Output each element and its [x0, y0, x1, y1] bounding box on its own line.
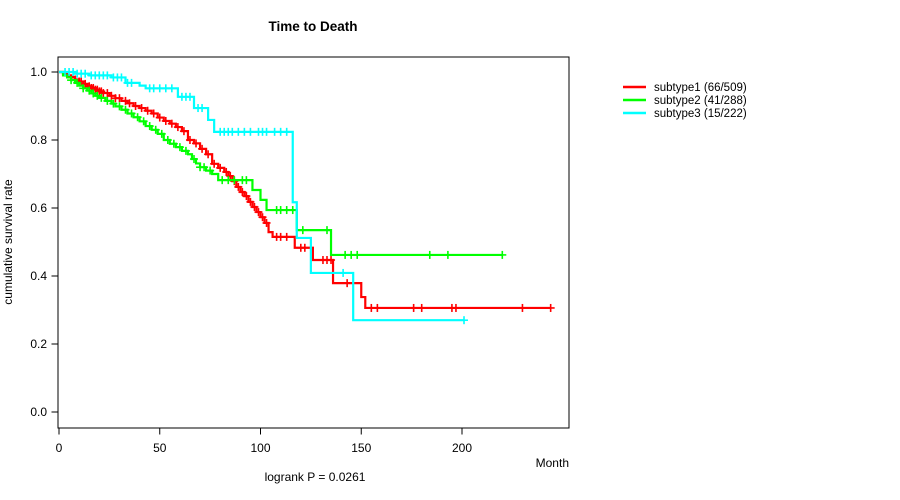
y-tick-label: 0.8	[30, 133, 47, 147]
x-tick-label: 200	[452, 441, 472, 455]
logrank-annotation: logrank P = 0.0261	[265, 470, 366, 484]
plot-border	[57, 56, 570, 429]
x-axis: 0 50 100 150 200	[56, 428, 472, 455]
legend-label-subtype3: subtype3 (15/222)	[654, 108, 747, 120]
survival-curve-subtype1	[59, 70, 551, 310]
survival-curves	[59, 68, 555, 325]
x-tick-label: 150	[351, 441, 371, 455]
chart-title: Time to Death	[268, 19, 357, 34]
legend-label-subtype2: subtype2 (41/288)	[654, 95, 747, 107]
y-tick-label: 0.2	[30, 337, 47, 351]
x-tick-label: 100	[250, 441, 270, 455]
x-tick-label: 50	[153, 441, 167, 455]
y-tick-label: 1.0	[30, 65, 47, 79]
plot-area	[57, 56, 570, 429]
legend-label-subtype1: subtype1 (66/509)	[654, 82, 747, 94]
x-tick-label: 0	[56, 441, 63, 455]
x-axis-label: Month	[536, 456, 569, 470]
y-axis-label: cumulative survival rate	[1, 179, 15, 305]
y-tick-label: 0.0	[30, 405, 47, 419]
legend: subtype1 (66/509)subtype2 (41/288)subtyp…	[623, 82, 747, 120]
y-axis: 0.0 0.2 0.4 0.6 0.8 1.0	[30, 65, 58, 419]
y-tick-label: 0.4	[30, 269, 47, 283]
y-tick-label: 0.6	[30, 201, 47, 215]
